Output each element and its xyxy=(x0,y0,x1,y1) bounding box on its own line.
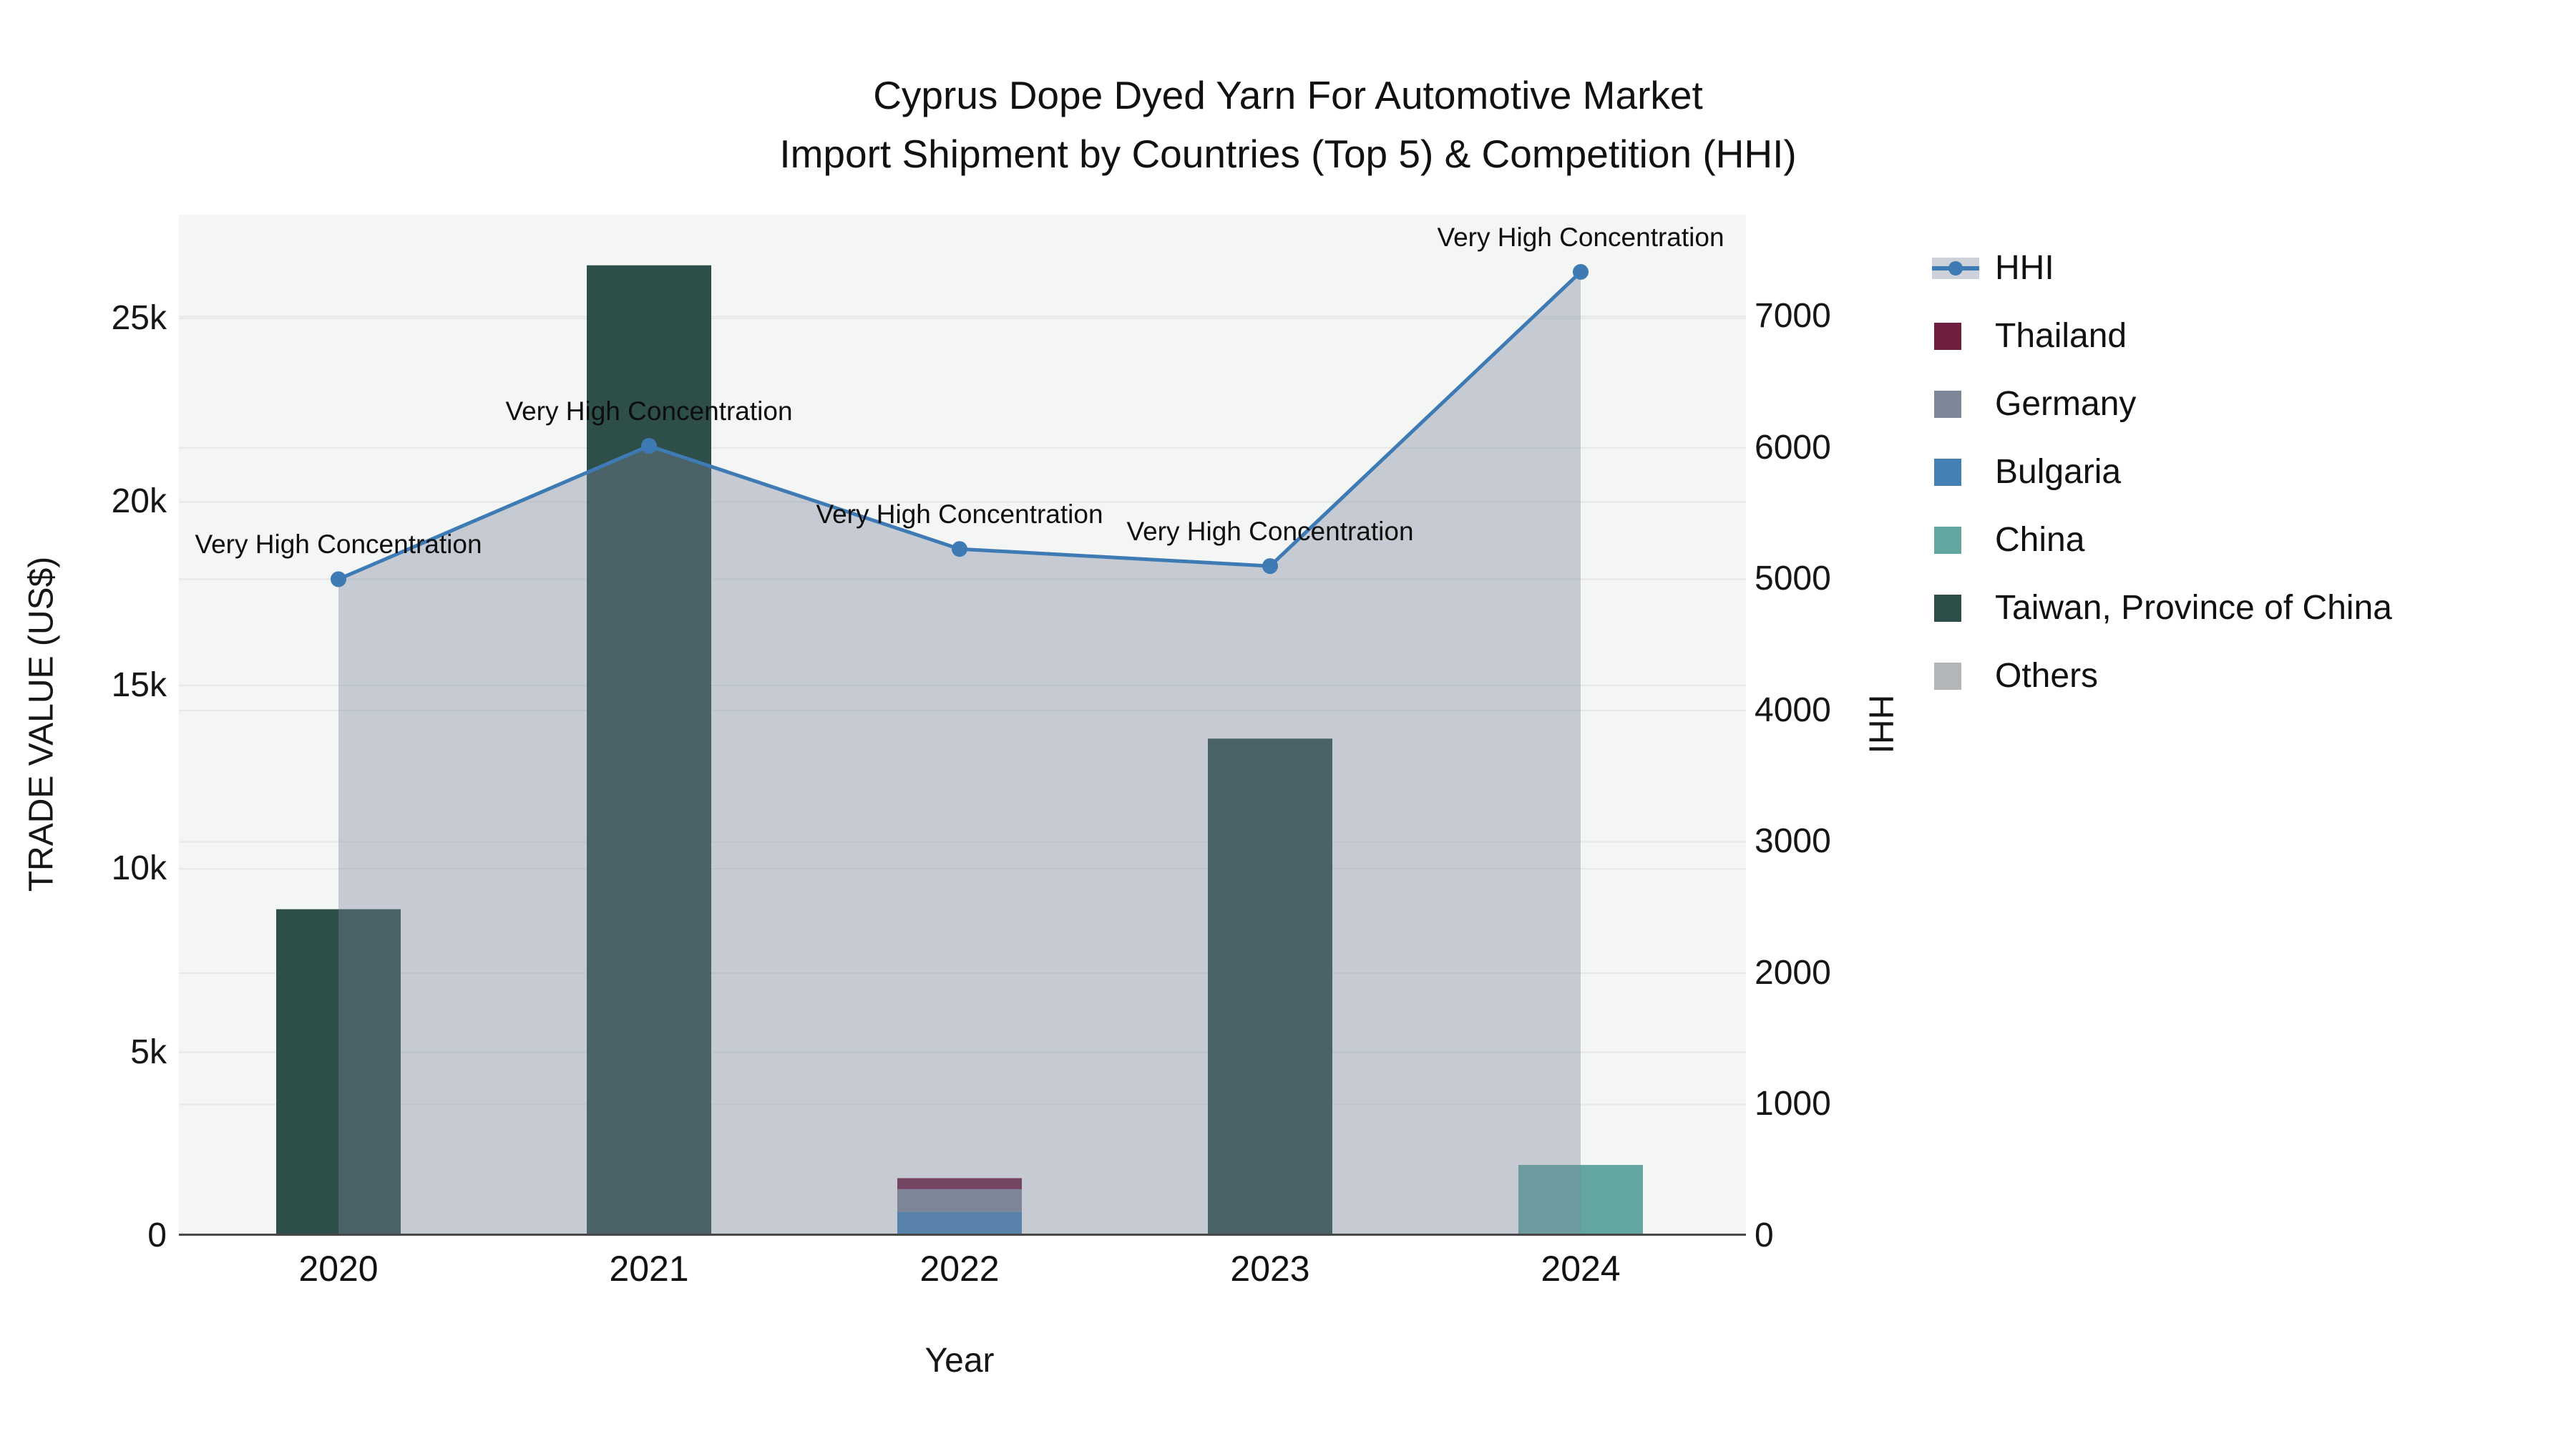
y-right-tick-2000: 2000 xyxy=(1755,953,1831,992)
legend-swatch-icon xyxy=(1932,594,1982,622)
hhi-marker-2024[interactable] xyxy=(1573,264,1589,280)
legend-item-thailand[interactable]: Thailand xyxy=(1932,302,2392,370)
y-right-tick-0: 0 xyxy=(1755,1216,1774,1254)
legend-label: Thailand xyxy=(1995,316,2127,355)
x-tick-2024: 2024 xyxy=(1541,1249,1621,1289)
legend-line-icon xyxy=(1932,255,1982,281)
legend: HHI Thailand Germany Bulgaria China Taiwan, P… xyxy=(1932,234,2392,710)
y-right-tick-7000: 7000 xyxy=(1755,297,1831,336)
legend-swatch-icon xyxy=(1932,526,1982,554)
legend-item-germany[interactable]: Germany xyxy=(1932,370,2392,438)
plot-area xyxy=(179,215,1746,1236)
annotation-2021: Very High Concentration xyxy=(505,396,793,426)
legend-label: Bulgaria xyxy=(1995,452,2122,491)
annotation-2024: Very High Concentration xyxy=(1437,223,1724,252)
x-tick-2023: 2023 xyxy=(1230,1249,1310,1289)
legend-label: HHI xyxy=(1995,248,2054,287)
y-left-tick-5k: 5k xyxy=(130,1033,167,1071)
chart-title-line1: Cyprus Dope Dyed Yarn For Automotive Mar… xyxy=(873,73,1703,117)
hhi-marker-2021[interactable] xyxy=(641,438,657,454)
legend-swatch-icon xyxy=(1932,390,1982,418)
annotation-2022: Very High Concentration xyxy=(816,499,1103,530)
legend-item-taiwan-province-of-china[interactable]: Taiwan, Province of China xyxy=(1932,574,2392,642)
y-left-tick-10k: 10k xyxy=(111,849,167,888)
y-right-tick-5000: 5000 xyxy=(1755,560,1831,598)
legend-item-others[interactable]: Others xyxy=(1932,642,2392,710)
y-right-tick-3000: 3000 xyxy=(1755,822,1831,861)
x-tick-2021: 2021 xyxy=(609,1249,689,1289)
hhi-marker-2023[interactable] xyxy=(1262,558,1278,575)
legend-label: Others xyxy=(1995,656,2099,695)
y-right-tick-1000: 1000 xyxy=(1755,1085,1831,1123)
bar-china-2024[interactable] xyxy=(1518,1165,1643,1236)
legend-swatch-icon xyxy=(1932,662,1982,690)
legend-swatch-icon xyxy=(1932,322,1982,350)
y-left-tick-25k: 25k xyxy=(111,299,167,338)
legend-swatch-icon xyxy=(1932,458,1982,486)
bar-germany-2022[interactable] xyxy=(897,1189,1022,1212)
legend-label: Taiwan, Province of China xyxy=(1995,588,2392,627)
bar-taiwan-province-of-china-2021[interactable] xyxy=(587,265,711,1236)
annotation-2020: Very High Concentration xyxy=(195,530,482,560)
plot-canvas xyxy=(179,215,1746,1236)
y-left-tick-0: 0 xyxy=(147,1216,167,1254)
x-tick-2022: 2022 xyxy=(919,1249,1000,1289)
hhi-marker-2020[interactable] xyxy=(331,571,346,587)
hhi-area-fill xyxy=(338,272,1581,1236)
bar-thailand-2022[interactable] xyxy=(897,1178,1022,1189)
bar-taiwan-province-of-china-2020[interactable] xyxy=(276,909,401,1236)
chart-title: Cyprus Dope Dyed Yarn For Automotive Mar… xyxy=(0,66,2576,183)
x-tick-2020: 2020 xyxy=(298,1249,379,1289)
bar-bulgaria-2022[interactable] xyxy=(897,1211,1022,1236)
legend-label: Germany xyxy=(1995,384,2137,423)
plot-background xyxy=(179,215,1746,1236)
y-axis-title-left: TRADE VALUE (US$) xyxy=(22,556,61,892)
y-right-tick-4000: 4000 xyxy=(1755,691,1831,729)
annotation-2023: Very High Concentration xyxy=(1126,517,1414,547)
hhi-marker-2022[interactable] xyxy=(952,541,967,557)
bar-taiwan-province-of-china-2023[interactable] xyxy=(1208,738,1332,1236)
x-axis-title: Year xyxy=(924,1342,995,1380)
legend-item-hhi[interactable]: HHI xyxy=(1932,234,2392,302)
legend-item-bulgaria[interactable]: Bulgaria xyxy=(1932,438,2392,506)
y-left-tick-20k: 20k xyxy=(111,482,167,521)
y-right-tick-6000: 6000 xyxy=(1755,428,1831,467)
legend-item-china[interactable]: China xyxy=(1932,506,2392,574)
y-left-tick-15k: 15k xyxy=(111,665,167,704)
y-axis-title-right: HHI xyxy=(1861,694,1900,754)
legend-label: China xyxy=(1995,520,2085,559)
chart-title-line2: Import Shipment by Countries (Top 5) & C… xyxy=(779,132,1797,176)
